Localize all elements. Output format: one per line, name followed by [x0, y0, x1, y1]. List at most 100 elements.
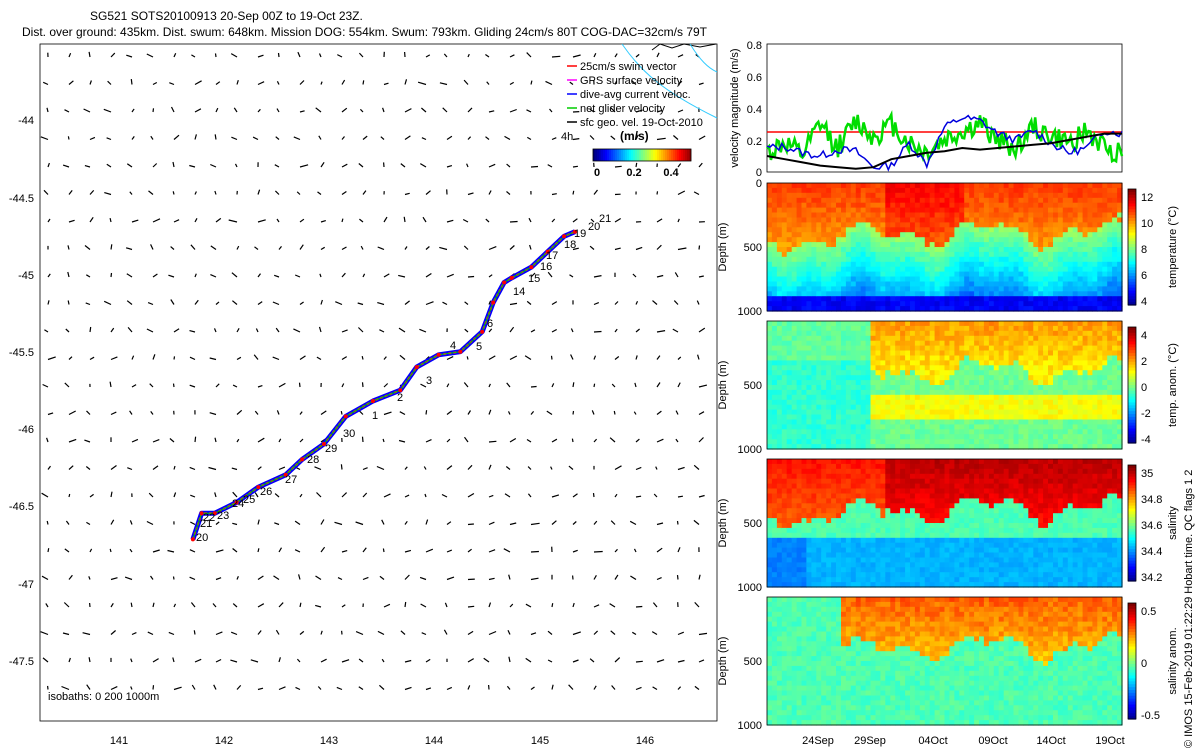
colorbar-tick: 10	[1141, 218, 1153, 230]
heatmap-cell	[816, 261, 822, 268]
heatmap-cell	[974, 222, 980, 228]
heatmap-cell	[1107, 385, 1113, 391]
heatmap-cell	[781, 444, 788, 450]
heatmap-cell	[939, 399, 946, 406]
heatmap-cell	[1013, 389, 1019, 396]
heatmap-cell	[993, 345, 1000, 352]
heatmap-cell	[786, 183, 793, 189]
heatmap-cell	[905, 306, 911, 312]
heatmap-cell	[905, 434, 911, 440]
lat-tick: -45.5	[9, 347, 34, 359]
heatmap-cell	[1008, 345, 1015, 352]
heatmap-cell	[939, 375, 946, 381]
heatmap-cell	[929, 291, 936, 297]
heatmap-cell	[855, 237, 862, 243]
heatmap-cell	[979, 380, 985, 386]
heatmap-cell	[988, 439, 995, 445]
legend-item-swim: 25cm/s swim vector	[567, 61, 677, 73]
current-arrow	[698, 245, 701, 250]
current-arrow	[551, 137, 557, 141]
heatmap-cell	[944, 202, 950, 209]
heatmap-cell	[1018, 394, 1024, 401]
heatmap-cell	[993, 325, 1000, 332]
heatmap-cell	[875, 389, 881, 396]
heatmap-cell	[1067, 385, 1074, 391]
heatmap-cell	[993, 197, 1000, 204]
heatmap-cell	[1112, 271, 1118, 278]
current-arrow	[131, 438, 139, 443]
heatmap-cell	[806, 385, 812, 391]
heatmap-cell	[969, 409, 975, 416]
heatmap-cell	[885, 237, 891, 243]
heatmap-cell	[801, 335, 807, 342]
heatmap-cell	[776, 247, 783, 253]
heatmap-cell	[1087, 301, 1093, 307]
heatmap-cell	[895, 365, 901, 371]
heatmap-cell	[1023, 389, 1029, 396]
heatmap-cell	[1082, 291, 1089, 297]
current-arrow	[381, 658, 385, 663]
heatmap-cell	[1082, 380, 1089, 386]
current-arrow	[551, 55, 561, 58]
current-arrow	[233, 107, 238, 113]
heatmap-cell	[880, 360, 886, 366]
heatmap-cell	[860, 212, 867, 218]
heatmap-cell	[776, 187, 783, 194]
heatmap-cell	[865, 389, 872, 396]
heatmap-cell	[1107, 409, 1113, 416]
heatmap-cell	[1087, 306, 1093, 312]
heatmap-cell	[1008, 212, 1015, 218]
heatmap-cell	[900, 232, 906, 238]
current-arrow	[677, 109, 684, 113]
heatmap-cell	[1043, 192, 1049, 199]
heatmap-cell	[865, 237, 872, 243]
heatmap-cell	[1013, 266, 1019, 273]
heatmap-cell	[993, 251, 1000, 258]
heatmap-cell	[954, 325, 960, 332]
heatmap-cell	[1077, 380, 1084, 386]
heatmap-cell	[964, 365, 970, 371]
heatmap-cell	[865, 286, 872, 292]
heatmap-cell	[959, 291, 965, 297]
heatmap-cell	[1082, 251, 1089, 258]
heatmap-cell	[964, 192, 970, 199]
heatmap-cell	[845, 434, 852, 440]
heatmap-cell	[1057, 434, 1064, 440]
heatmap-cell	[1067, 266, 1074, 273]
heatmap-cell	[939, 429, 946, 435]
heatmap-cell	[1023, 444, 1029, 450]
current-arrow	[593, 302, 600, 306]
heatmap-cell	[821, 345, 827, 352]
heatmap-cell	[1067, 330, 1074, 337]
heatmap-cell	[983, 345, 990, 352]
heatmap-cell	[1112, 360, 1118, 366]
heatmap-cell	[1053, 266, 1059, 273]
heatmap-cell	[771, 419, 778, 425]
current-arrow	[47, 412, 54, 416]
heatmap-cell	[1057, 256, 1064, 263]
heatmap-cell	[919, 183, 926, 189]
heatmap-cell	[855, 276, 862, 282]
heatmap-cell	[786, 197, 793, 204]
heatmap-cell	[895, 439, 901, 445]
heatmap-cell	[1072, 281, 1079, 287]
heatmap-cell	[1087, 222, 1093, 228]
heatmap-cell	[811, 325, 817, 332]
heatmap-cell	[983, 242, 990, 248]
heatmap-cell	[1028, 183, 1034, 189]
heatmap-cell	[821, 360, 827, 366]
heatmap-cell	[1043, 271, 1049, 278]
heatmap-cell	[1057, 306, 1064, 312]
heatmap-cell	[855, 281, 862, 287]
heatmap-cell	[841, 419, 847, 425]
heatmap-cell	[796, 242, 803, 248]
heatmap-cell	[841, 414, 847, 420]
heatmap-cell	[870, 242, 876, 248]
heatmap-cell	[919, 419, 926, 425]
heatmap-cell	[781, 291, 788, 297]
heatmap-cell	[801, 473, 807, 480]
cbar-cell	[659, 149, 662, 161]
heatmap-cell	[776, 202, 783, 209]
